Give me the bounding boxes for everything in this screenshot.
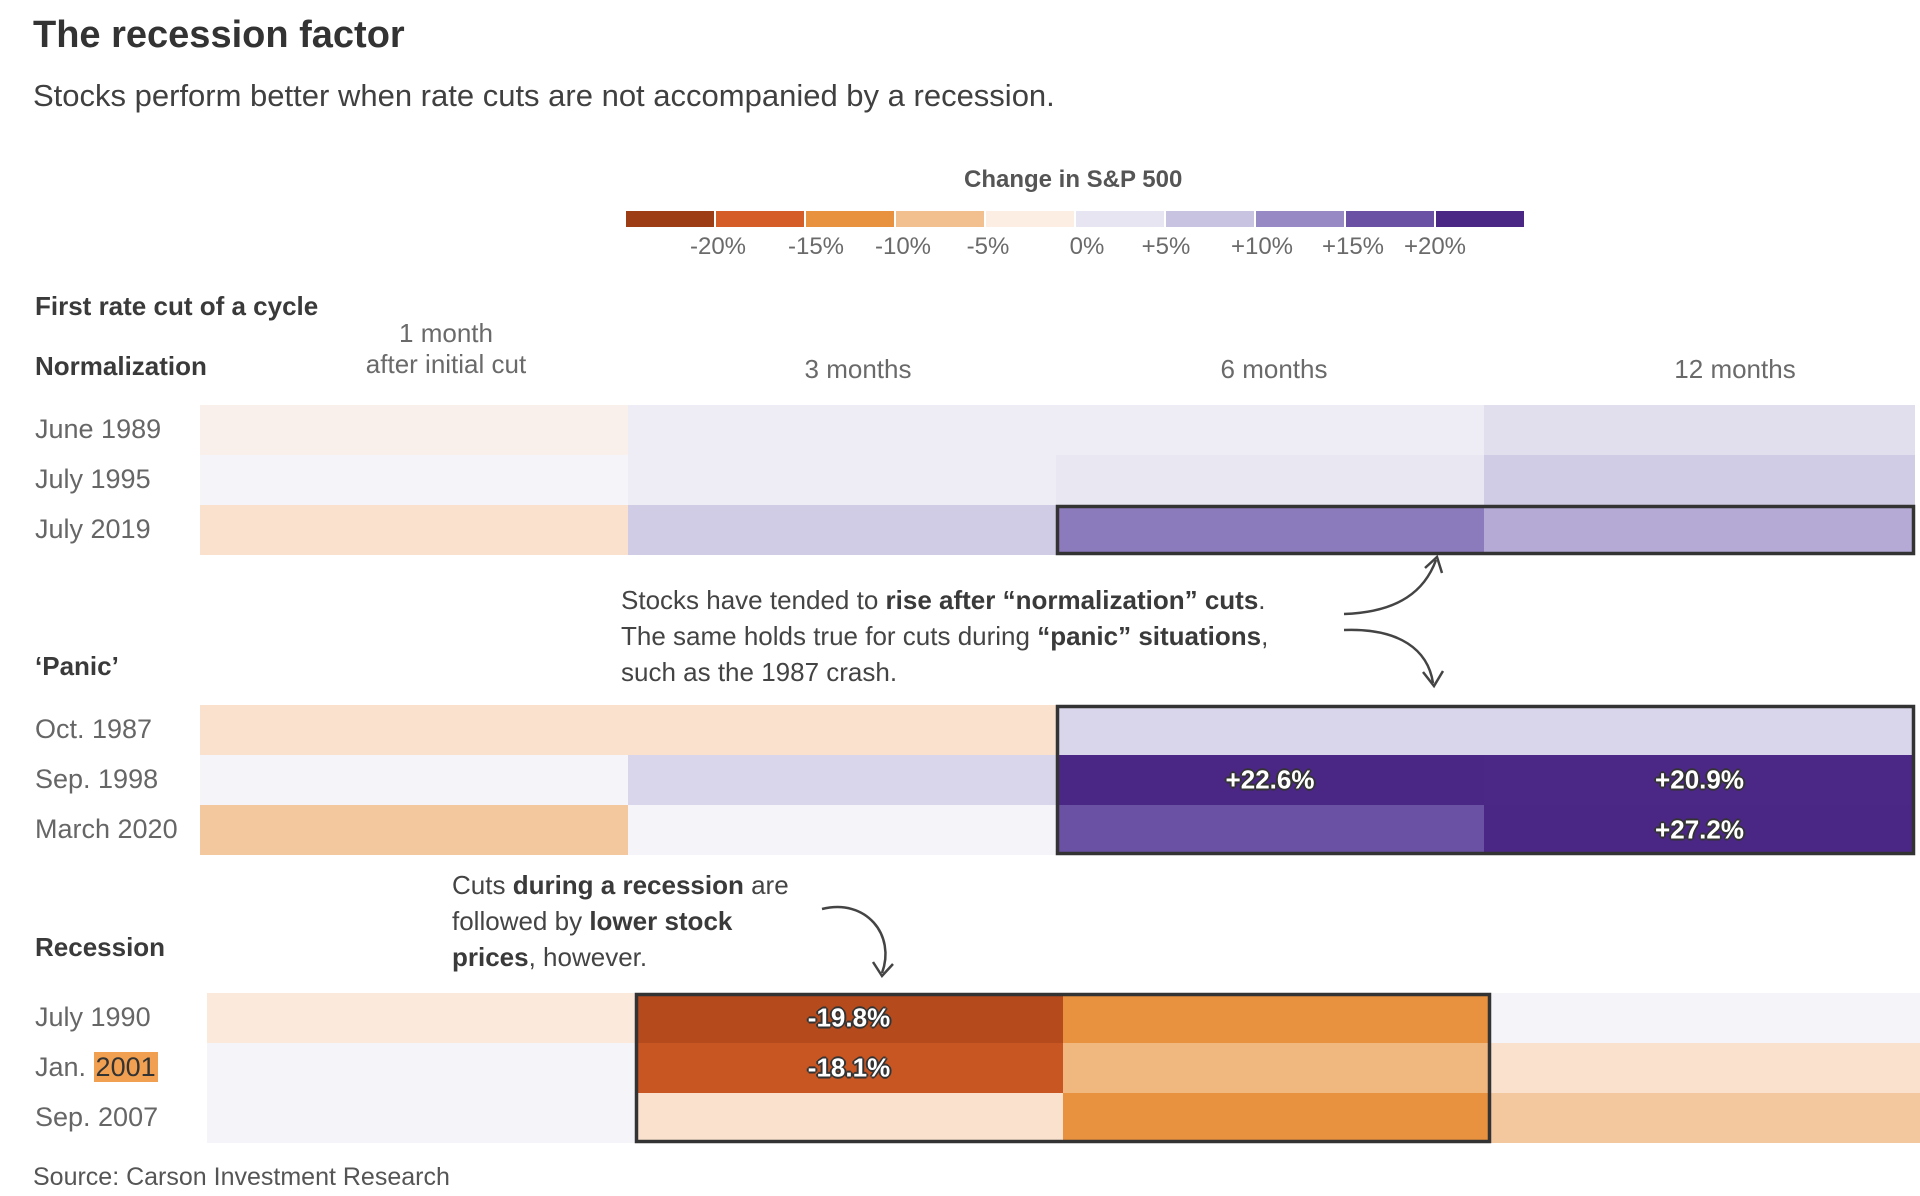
heatmap-cell: [628, 705, 1056, 755]
data-label: -19.8%: [807, 1002, 891, 1033]
highlight-box: [634, 992, 1492, 1144]
legend-swatch-1: [716, 211, 804, 227]
group-label: Normalization: [35, 351, 207, 381]
legend-swatch-0: [626, 211, 714, 227]
heatmap-cell: [1484, 505, 1915, 555]
legend-swatch-9: [1436, 211, 1524, 227]
heatmap-cell: [1484, 405, 1915, 455]
arrow-to-recession-head: [871, 961, 894, 979]
row-label: June 1989: [35, 414, 162, 444]
row-label: Oct. 1987: [35, 714, 153, 744]
heatmap-cell: [200, 805, 628, 855]
legend-swatch-7: [1256, 211, 1344, 227]
heatmap-cell: [628, 755, 1056, 805]
legend-title: Change in S&P 500: [964, 166, 1183, 193]
legend-swatch-5: [1076, 211, 1164, 227]
column-header-12-months: 12 months: [1674, 354, 1796, 384]
heatmap-cell: [635, 993, 1063, 1043]
row-label: March 2020: [35, 814, 178, 844]
row-label: July 1995: [35, 464, 151, 494]
heatmap-cell: [207, 993, 635, 1043]
heatmap-cell: [1484, 705, 1915, 755]
legend-swatch-4: [986, 211, 1074, 227]
column-header-6-months: 6 months: [1220, 354, 1328, 384]
highlight-box: [1055, 704, 1916, 856]
heatmap-cell: [1491, 993, 1920, 1043]
arrow-to-recession: [821, 905, 887, 974]
heatmap-cell: [1484, 455, 1915, 505]
legend-tick-label: +10%: [1230, 233, 1294, 260]
heatmap-cell: [1056, 755, 1484, 805]
legend-tick-label: -20%: [689, 233, 747, 260]
legend-swatch-3: [896, 211, 984, 227]
heatmap-cell: [1063, 1093, 1491, 1143]
group-label: Recession: [35, 932, 166, 962]
heatmap-cell: [200, 755, 628, 805]
data-label: +20.9%: [1655, 764, 1744, 795]
legend-swatch-6: [1166, 211, 1254, 227]
heatmap-cell: [628, 405, 1056, 455]
heatmap-cell: [635, 1093, 1063, 1143]
heatmap-cell: [1484, 755, 1915, 805]
legend-bar: [626, 211, 1524, 227]
annotation-arrows: [821, 554, 1445, 979]
legend-swatch-8: [1346, 211, 1434, 227]
heatmap-cell: [1056, 455, 1484, 505]
arrow-to-panic-head: [1422, 670, 1445, 689]
heatmap-cell: [1484, 805, 1915, 855]
arrow-to-normalization-head: [1424, 554, 1444, 574]
heatmap-cell: [207, 1093, 635, 1143]
row-label: July 1990: [35, 1002, 151, 1032]
highlight-box: [1055, 504, 1916, 556]
heatmap-cell: [1491, 1093, 1920, 1143]
heatmap-cell: [200, 455, 628, 505]
heatmap-cell: [628, 805, 1056, 855]
heatmap-cells: [200, 405, 1920, 1143]
first-rate-cut-label: First rate cut of a cycle: [35, 291, 319, 321]
annotation-recession: Cuts during a recession are followed by …: [452, 870, 789, 972]
heatmap-cell: [1063, 993, 1491, 1043]
heatmap-cell: [635, 1043, 1063, 1093]
row-label: Sep. 2007: [35, 1102, 159, 1132]
highlighted-year: 2001: [93, 1052, 158, 1082]
legend-tick-label: -15%: [787, 233, 845, 260]
arrow-to-normalization: [1343, 559, 1438, 616]
legend-tick-label: +15%: [1321, 233, 1385, 260]
data-label: +27.2%: [1655, 814, 1744, 845]
heatmap-cell: [1491, 1043, 1920, 1093]
column-header-3-months: 3 months: [804, 354, 912, 384]
heatmap-cell: [1056, 505, 1484, 555]
chart-title: The recession factor: [33, 14, 405, 56]
heatmap-cell: [1056, 805, 1484, 855]
column-header-1-month: 1 month after initial cut: [365, 318, 527, 379]
legend-tick-label: +20%: [1403, 233, 1467, 260]
row-label: Jan. 2001: [35, 1052, 158, 1082]
source-note: Source: Carson Investment Research: [33, 1163, 450, 1191]
heatmap-cell: [1063, 1043, 1491, 1093]
legend-tick-label: -5%: [966, 233, 1010, 260]
heatmap-cell: [200, 405, 628, 455]
heatmap-cell: [1056, 705, 1484, 755]
chart-subtitle: Stocks perform better when rate cuts are…: [33, 78, 1055, 113]
legend-swatch-2: [806, 211, 894, 227]
legend-tick-label: 0%: [1069, 233, 1105, 260]
heatmap-cell: [1056, 405, 1484, 455]
arrow-to-panic: [1343, 628, 1435, 684]
data-label: +22.6%: [1225, 764, 1315, 795]
highlight-boxes: [634, 504, 1916, 1144]
heatmap-cell: [200, 505, 628, 555]
data-label: -18.1%: [807, 1052, 891, 1083]
legend-tick-label: -10%: [874, 233, 932, 260]
heatmap-cell: [628, 505, 1056, 555]
group-label: ‘Panic’: [35, 651, 119, 681]
heatmap-cell: [628, 455, 1056, 505]
heatmap-cell: [200, 705, 628, 755]
row-label: July 2019: [35, 514, 151, 544]
annotation-normalization: Stocks have tended to rise after “normal…: [621, 585, 1269, 687]
legend-tick-label: +5%: [1141, 233, 1191, 260]
heatmap-cell: [207, 1043, 635, 1093]
row-label: Sep. 1998: [35, 764, 159, 794]
